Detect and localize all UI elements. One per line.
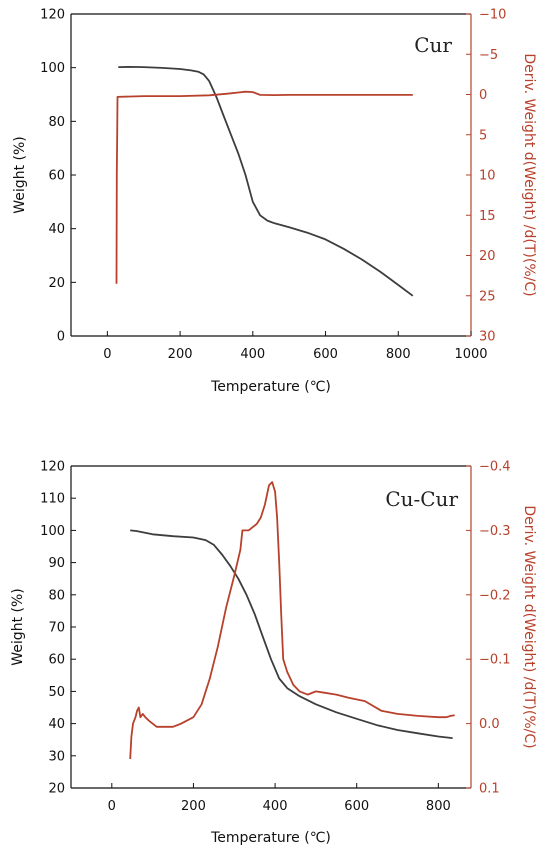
chart-title: Cu-Cur <box>385 487 458 511</box>
y-tick-label: 40 <box>48 717 65 732</box>
y-tick-label: 40 <box>48 222 65 237</box>
x-tick-label: 600 <box>313 347 338 362</box>
y-tick-label: 80 <box>48 115 65 130</box>
y-axis-title: Weight (%) <box>10 588 26 665</box>
y2-tick-label: 0.1 <box>479 782 500 797</box>
x-axis-title: Temperature (℃) <box>210 379 331 395</box>
y2-tick-label: 0 <box>479 88 487 103</box>
y-tick-label: 110 <box>40 492 65 507</box>
x-tick-label: 0 <box>103 347 111 362</box>
y-tick-label: 30 <box>48 749 65 764</box>
y-tick-label: 50 <box>48 685 65 700</box>
x-tick-label: 600 <box>344 799 369 814</box>
x-tick-label: 1000 <box>454 347 487 362</box>
y-axis-title: Weight (%) <box>12 136 28 213</box>
y2-tick-label: 25 <box>479 289 496 304</box>
y2-tick-label: −0.1 <box>479 653 511 668</box>
x-tick-label: 800 <box>386 347 411 362</box>
y-tick-label: 20 <box>48 276 65 291</box>
y-tick-label: 60 <box>48 653 65 668</box>
weight-series-line <box>118 66 414 297</box>
y2-tick-label: −10 <box>479 8 506 23</box>
y2-tick-label: 5 <box>479 128 487 143</box>
y-tick-label: 60 <box>48 169 65 184</box>
deriv-weight-series-line <box>115 90 413 284</box>
y2-tick-label: −5 <box>479 48 498 63</box>
y-tick-label: 90 <box>48 556 65 571</box>
y2-axis-title: Deriv. Weight d(Weight) /d(T)(%/C) <box>521 505 537 748</box>
x-tick-label: 0 <box>108 799 116 814</box>
y2-tick-label: 15 <box>479 209 496 224</box>
chart-title: Cur <box>414 33 452 57</box>
y-tick-label: 80 <box>48 588 65 603</box>
y-tick-label: 70 <box>48 621 65 636</box>
x-axis-title: Temperature (℃) <box>210 830 331 846</box>
y2-tick-label: −0.4 <box>479 460 511 475</box>
x-tick-label: 200 <box>181 799 206 814</box>
y-tick-label: 120 <box>40 460 65 475</box>
y-tick-label: 20 <box>48 782 65 797</box>
y-tick-label: 0 <box>57 330 65 345</box>
y-tick-label: 100 <box>40 524 65 539</box>
y2-tick-label: 0.0 <box>479 717 500 732</box>
y-tick-label: 120 <box>40 8 65 23</box>
x-tick-label: 400 <box>263 799 288 814</box>
y2-tick-label: −0.3 <box>479 524 511 539</box>
y-tick-label: 100 <box>40 61 65 76</box>
y2-tick-label: 30 <box>479 330 496 345</box>
deriv-weight-series-line <box>129 481 455 760</box>
x-tick-label: 400 <box>240 347 265 362</box>
x-tick-label: 800 <box>426 799 451 814</box>
y2-axis-title: Deriv. Weight d(Weight) /d(T)(%/C) <box>521 53 537 296</box>
y2-tick-label: 10 <box>479 169 496 184</box>
x-tick-label: 200 <box>168 347 193 362</box>
weight-series-line <box>130 529 453 739</box>
y2-tick-label: −0.2 <box>479 588 511 603</box>
y2-tick-label: 20 <box>479 249 496 264</box>
